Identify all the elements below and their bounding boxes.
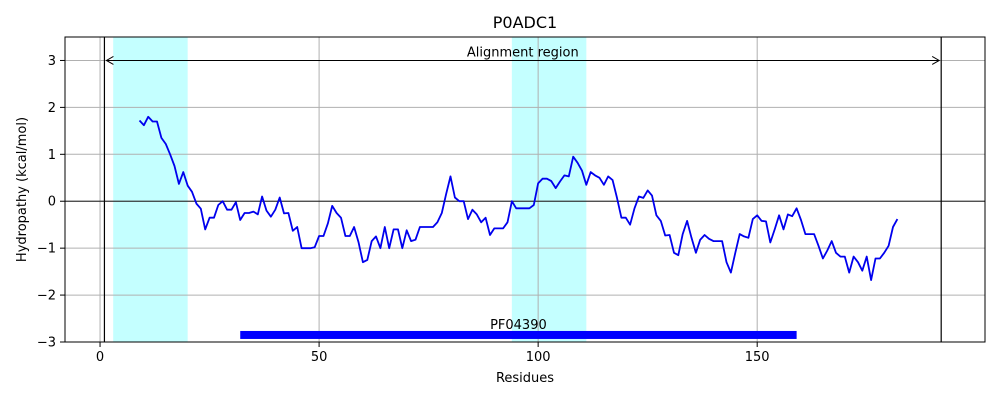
x-tick-label: 150: [745, 350, 770, 365]
highlight-region-1: [113, 37, 188, 342]
plot-frame: [64, 36, 986, 343]
domain-bar: [240, 330, 797, 339]
alignment-arrow-head-left: [105, 56, 114, 65]
y-tick-label: −3: [37, 336, 56, 351]
x-tick-label: 0: [96, 350, 104, 365]
hydropathy-line: [138, 115, 899, 282]
y-tick-label: 3: [48, 54, 56, 69]
x-tick-label: 100: [526, 350, 551, 365]
chart-title: P0ADC1: [493, 13, 557, 32]
alignment-arrow-head-right: [931, 56, 941, 65]
y-tick-label: 2: [48, 101, 56, 116]
alignment-label: Alignment region: [467, 45, 579, 60]
y-tick-label: −2: [37, 289, 56, 304]
y-tick-label: −1: [37, 242, 56, 257]
x-axis-title: Residues: [496, 371, 554, 386]
x-tick-label: 50: [311, 350, 328, 365]
y-tick-label: 1: [48, 148, 56, 163]
y-axis-title: Hydropathy (kcal/mol): [15, 117, 30, 262]
domain-label: PF04390: [490, 318, 547, 333]
highlight-region-2: [511, 37, 587, 342]
y-tick-label: 0: [48, 195, 56, 210]
